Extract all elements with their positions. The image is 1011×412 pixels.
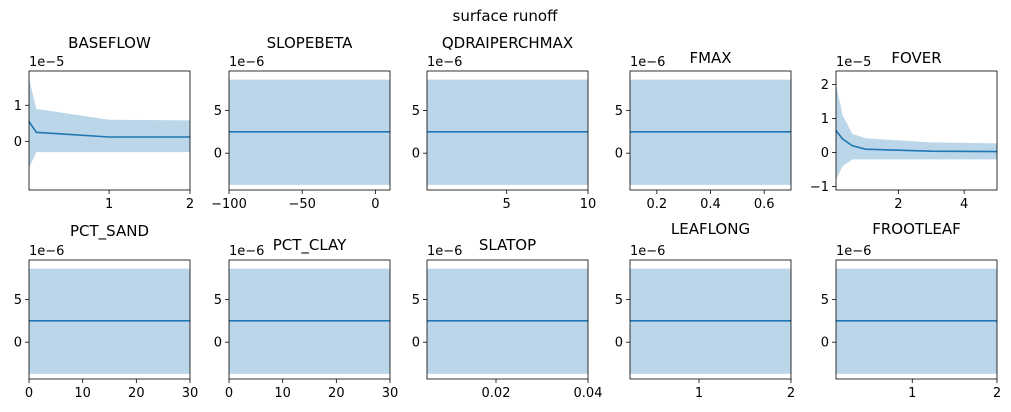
- panel-fover: 2 4 −1 0 1 2 1e−5 FOVER: [810, 49, 998, 212]
- uncertainty-band: [29, 78, 190, 169]
- panel-title: BASEFLOW: [68, 34, 151, 52]
- panel-qdraiperchmax: 5 10 0 5 1e−6 QDRAIPERCHMAX: [412, 34, 597, 212]
- y-tick-label: 0: [14, 336, 22, 351]
- axes-frame: [426, 70, 589, 191]
- x-tick-label: 4: [960, 197, 968, 212]
- panel-title: FROOTLEAF: [872, 220, 961, 238]
- y-tick-label: 5: [821, 293, 829, 308]
- x-tick-label: 30: [382, 386, 399, 401]
- mean-line: [28, 121, 190, 138]
- y-tick-label: −1: [810, 180, 829, 195]
- y-tick-label: 2: [821, 78, 829, 93]
- y-offset-multiplier: 1e−6: [229, 244, 264, 259]
- panel-slatop: 0.02 0.04 0 5 1e−6 SLATOP: [412, 236, 603, 401]
- y-tick-label: 5: [214, 104, 222, 119]
- axes-frame: [835, 259, 998, 380]
- y-tick-label: 0: [821, 146, 829, 161]
- y-offset-multiplier: 1e−6: [836, 244, 871, 259]
- y-tick-label: 1: [821, 112, 829, 127]
- y-tick-label: 5: [14, 293, 22, 308]
- x-tick-label: 0.02: [482, 386, 511, 401]
- y-tick-label: 5: [615, 104, 623, 119]
- x-tick-label: 1: [105, 197, 113, 212]
- y-tick-label: 0: [412, 147, 420, 162]
- suptitle: surface runoff: [453, 7, 559, 25]
- x-tick-label: 1: [908, 386, 916, 401]
- x-tick-label: 0: [25, 386, 33, 401]
- y-tick-label: 0: [214, 147, 222, 162]
- x-tick-label: 0: [225, 386, 233, 401]
- y-tick-label: 5: [412, 104, 420, 119]
- axes-frame: [28, 70, 191, 191]
- x-tick-label: 10: [274, 386, 291, 401]
- y-offset-multiplier: 1e−6: [630, 55, 665, 70]
- y-tick-label: 1: [14, 99, 22, 114]
- x-tick-label: 2: [993, 386, 1001, 401]
- y-tick-label: 5: [615, 293, 623, 308]
- x-tick-label: 30: [182, 386, 199, 401]
- y-offset-multiplier: 1e−6: [427, 244, 462, 259]
- axes-frame: [228, 70, 391, 191]
- x-tick-label: 0.4: [700, 197, 721, 212]
- y-offset-multiplier: 1e−6: [427, 55, 462, 70]
- panel-title: SLOPEBETA: [267, 34, 353, 52]
- panel-pct-clay: 0 10 20 30 0 5 1e−6 PCT_CLAY: [214, 236, 399, 401]
- x-tick-label: 10: [74, 386, 91, 401]
- y-tick-label: 0: [821, 336, 829, 351]
- panel-title: PCT_SAND: [70, 222, 149, 241]
- uncertainty-band: [836, 84, 997, 180]
- panel-pct-sand: 0 10 20 30 0 5 1e−6 PCT_SAND: [14, 222, 199, 401]
- x-tick-label: −50: [288, 197, 315, 212]
- panel-title: FOVER: [891, 49, 941, 67]
- x-tick-label: 0.2: [646, 197, 667, 212]
- y-tick-label: 0: [412, 336, 420, 351]
- x-tick-label: 1: [695, 386, 703, 401]
- y-tick-label: 0: [615, 336, 623, 351]
- y-offset-multiplier: 1e−6: [29, 244, 64, 259]
- y-offset-multiplier: 1e−6: [229, 55, 264, 70]
- y-tick-label: 0: [14, 135, 22, 150]
- axes-frame: [629, 259, 792, 380]
- y-offset-multiplier: 1e−5: [836, 55, 871, 70]
- panel-baseflow: 1 2 0 1 1e−5 BASEFLOW: [14, 34, 194, 212]
- panel-leaflong: 1 2 0 5 1e−6 LEAFLONG: [615, 220, 795, 401]
- axes-frame: [228, 259, 391, 380]
- panel-title: QDRAIPERCHMAX: [442, 34, 573, 52]
- y-offset-multiplier: 1e−6: [630, 244, 665, 259]
- panel-title: LEAFLONG: [671, 220, 750, 238]
- x-tick-label: 10: [580, 197, 597, 212]
- x-tick-label: 20: [328, 386, 345, 401]
- x-tick-label: 2: [787, 386, 795, 401]
- panel-title: PCT_CLAY: [273, 236, 347, 255]
- x-tick-label: 0.6: [754, 197, 775, 212]
- x-tick-label: 2: [894, 197, 902, 212]
- panel-fmax: 0.2 0.4 0.6 0 5 1e−6 FMAX: [615, 49, 792, 212]
- y-tick-label: 0: [214, 336, 222, 351]
- x-tick-label: −100: [211, 197, 247, 212]
- axes-frame: [835, 70, 998, 191]
- x-tick-label: 20: [128, 386, 145, 401]
- mean-line: [835, 130, 998, 153]
- panel-title: FMAX: [689, 49, 731, 67]
- y-offset-multiplier: 1e−5: [29, 55, 64, 70]
- y-tick-label: 5: [412, 293, 420, 308]
- y-tick-label: 5: [214, 293, 222, 308]
- y-tick-label: 0: [615, 147, 623, 162]
- axes-frame: [426, 259, 589, 380]
- axes-frame: [28, 259, 191, 380]
- panel-title: SLATOP: [479, 236, 536, 254]
- x-tick-label: 5: [503, 197, 511, 212]
- x-tick-label: 2: [186, 197, 194, 212]
- x-tick-label: 0: [371, 197, 379, 212]
- x-tick-label: 0.04: [574, 386, 603, 401]
